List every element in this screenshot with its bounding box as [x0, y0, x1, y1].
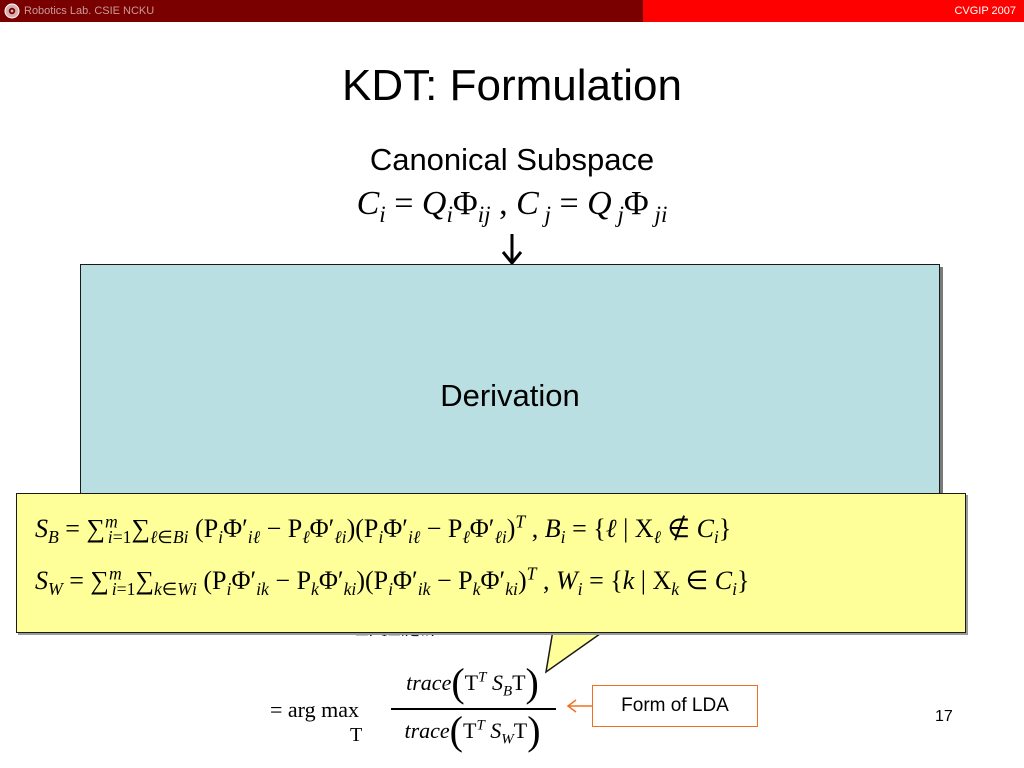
slide-title: KDT: Formulation	[342, 61, 682, 110]
down-arrow-icon	[501, 234, 523, 266]
lda-objective-fraction: trace(TT SBT) trace(TT SWT)	[385, 648, 560, 760]
derivation-label: Derivation	[440, 378, 580, 413]
lda-callout-label: Form of LDA	[621, 695, 729, 716]
derivation-box: Derivation	[80, 264, 940, 496]
argmax-operator: = arg max	[270, 697, 359, 722]
header-bar: Robotics Lab. CSIE NCKU CVGIP 2007	[0, 0, 1024, 22]
slide-subtitle: Canonical Subspace	[369, 142, 655, 177]
header-left-band: Robotics Lab. CSIE NCKU	[0, 0, 643, 22]
conference-name: CVGIP 2007	[954, 5, 1016, 17]
argmax-subscript: T	[350, 724, 363, 746]
left-arrow-icon	[566, 699, 593, 713]
lda-callout-box: Form of LDA	[592, 685, 758, 727]
within-class-scatter-formula: SW = ∑mi=1∑k∈Wi (PiΦ′ik − PkΦ′ki)(PiΦ′ik…	[35, 563, 750, 600]
page-number: 17	[935, 708, 953, 725]
fraction-numerator: trace(TT SBT)	[406, 660, 539, 705]
seal-logo-icon	[4, 3, 20, 19]
canonical-formula: Ci = QiΦij , C j = Q jΦ ji	[356, 185, 668, 228]
header-right-band: CVGIP 2007	[643, 0, 1024, 22]
between-class-scatter-formula: SB = ∑mi=1∑ℓ∈Bi (PiΦ′iℓ − PℓΦ′ℓi)(PiΦ′iℓ…	[35, 511, 732, 548]
scatter-matrix-box: SB = ∑mi=1∑ℓ∈Bi (PiΦ′iℓ − PℓΦ′ℓi)(PiΦ′iℓ…	[16, 493, 966, 633]
fraction-denominator: trace(TT SWT)	[404, 708, 541, 753]
lab-name: Robotics Lab. CSIE NCKU	[24, 5, 155, 17]
fraction-bar	[391, 708, 556, 710]
